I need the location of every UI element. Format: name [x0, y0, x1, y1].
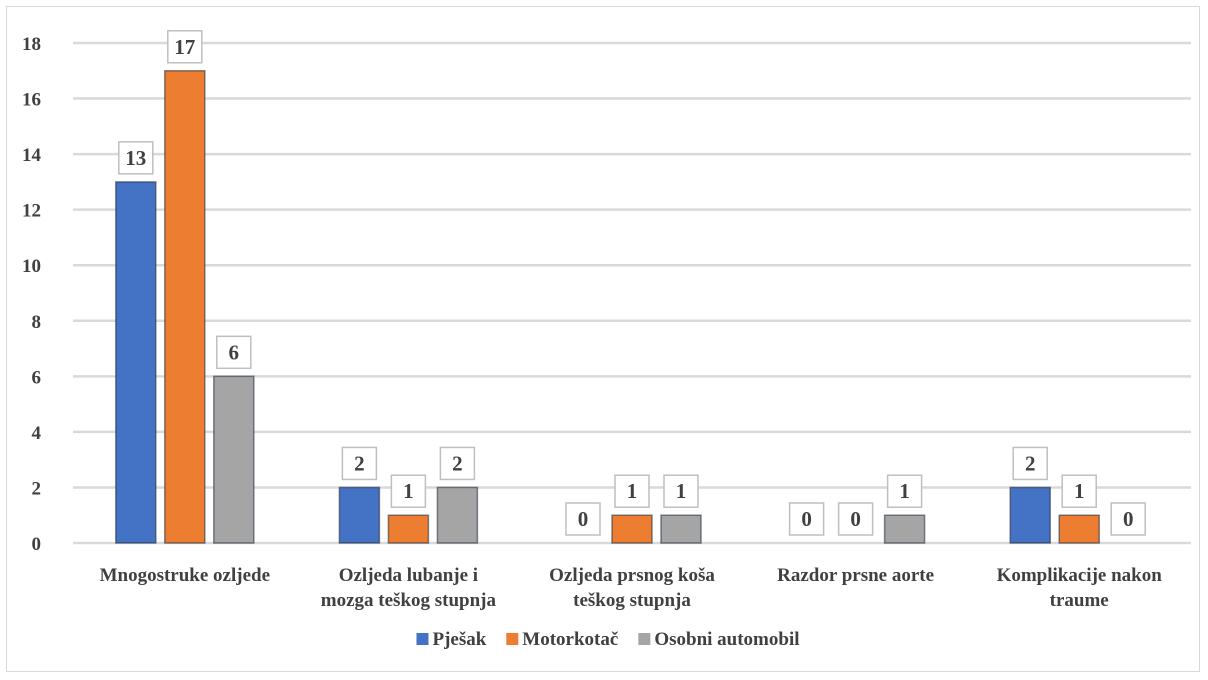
bar-osobni-automobil-1	[436, 486, 479, 544]
y-tick-label-8: 8	[32, 312, 42, 333]
data-label-motorkotac-4: 1	[1074, 479, 1085, 503]
bar-motorkotac-0	[164, 70, 206, 544]
bar-motorkotac-2	[611, 514, 653, 544]
data-label-pjesak-0: 13	[125, 146, 146, 170]
bar-pjesak-0	[115, 181, 157, 544]
y-tick-label-10: 10	[22, 256, 41, 277]
data-label-box-pjesak-3	[788, 502, 825, 536]
bar-pjesak-4	[1009, 486, 1051, 544]
data-label-box-motorkotac-0	[167, 30, 203, 64]
category-label-4-0: Komplikacije nakon	[997, 565, 1163, 586]
y-tick-label-12: 12	[22, 201, 41, 222]
y-axis-ticks: 0 2 4 6 8 10 12 14 16 18	[22, 34, 42, 555]
data-label-pjesak-1: 2	[354, 451, 365, 475]
y-tick-label-16: 16	[22, 90, 41, 111]
bar-osobni-automobil-0	[213, 375, 255, 544]
data-label-box-pjesak-1	[341, 446, 378, 481]
data-labels: 13 17 6 2 1 2 0 1 1 0 0 1 2 1 0	[118, 30, 1146, 536]
y-tick-label-2: 2	[32, 478, 42, 499]
data-label-box-motorkotac-1	[390, 474, 427, 508]
legend-label-osobni-automobil: Osobni automobil	[654, 629, 799, 650]
category-label-2-0: Ozljeda prsnog koša	[549, 565, 715, 586]
bar-pjesak-1	[338, 486, 381, 544]
data-label-osobni-automobil-2: 1	[676, 479, 687, 503]
category-label-3-0: Razdor prsne aorte	[777, 565, 934, 586]
legend: Pješak Motorkotač Osobni automobil	[416, 629, 800, 650]
y-tick-label-18: 18	[22, 34, 41, 55]
data-label-box-osobni-automobil-4	[1110, 502, 1146, 536]
data-label-box-motorkotac-4	[1061, 474, 1097, 508]
data-label-box-pjesak-2	[565, 502, 601, 536]
data-label-box-osobni-automobil-0	[216, 335, 252, 370]
bars	[115, 70, 1100, 544]
bar-motorkotac-1	[387, 514, 430, 544]
legend-swatch-motorkotac	[506, 633, 519, 645]
data-label-pjesak-2: 0	[578, 507, 589, 531]
data-label-osobni-automobil-4: 0	[1123, 507, 1134, 531]
gridlines	[73, 41, 1191, 545]
y-tick-label-14: 14	[22, 145, 42, 166]
bar-motorkotac-4	[1058, 514, 1100, 544]
chart-frame: 0 2 4 6 8 10 12 14 16 18 13 17 6 2 1 2 0 1 1 0 0 1 2 1 0 Mnogos…	[6, 6, 1200, 672]
category-labels: Mnogostruke ozljede Ozljeda lubanje i mozg…	[100, 565, 1163, 611]
legend-swatch-pjesak	[416, 633, 429, 645]
category-label-2-1: teškog stupnja	[573, 590, 691, 611]
category-label-1-0: Ozljeda lubanje i	[339, 565, 478, 586]
data-label-motorkotac-1: 1	[403, 479, 414, 503]
data-label-osobni-automobil-0: 6	[229, 340, 240, 364]
data-label-box-motorkotac-2	[614, 474, 650, 508]
data-label-osobni-automobil-1: 2	[452, 451, 463, 475]
data-label-osobni-automobil-3: 1	[899, 479, 910, 503]
data-label-box-motorkotac-3	[837, 502, 874, 536]
category-label-1-1: mozga teškog stupnja	[321, 590, 497, 611]
legend-swatch-osobni-automobil	[638, 633, 651, 645]
data-label-box-pjesak-0	[118, 141, 154, 175]
bar-osobni-automobil-2	[660, 514, 702, 544]
bar-osobni-automobil-3	[883, 514, 926, 544]
y-tick-label-4: 4	[32, 423, 42, 444]
data-label-box-osobni-automobil-2	[663, 474, 699, 508]
data-label-pjesak-4: 2	[1025, 451, 1036, 475]
y-tick-label-0: 0	[32, 534, 42, 555]
legend-label-motorkotac: Motorkotač	[522, 629, 618, 650]
data-label-motorkotac-3: 0	[850, 507, 861, 531]
legend-label-pjesak: Pješak	[432, 629, 486, 650]
data-label-pjesak-3: 0	[801, 507, 812, 531]
category-label-0-0: Mnogostruke ozljede	[100, 565, 270, 586]
y-tick-label-6: 6	[32, 367, 42, 388]
data-label-box-osobni-automobil-3	[886, 474, 923, 508]
data-label-motorkotac-0: 17	[174, 35, 195, 59]
category-label-4-1: traume	[1050, 590, 1109, 611]
data-label-motorkotac-2: 1	[627, 479, 638, 503]
data-label-box-osobni-automobil-1	[439, 446, 476, 481]
data-label-box-pjesak-4	[1012, 446, 1048, 481]
